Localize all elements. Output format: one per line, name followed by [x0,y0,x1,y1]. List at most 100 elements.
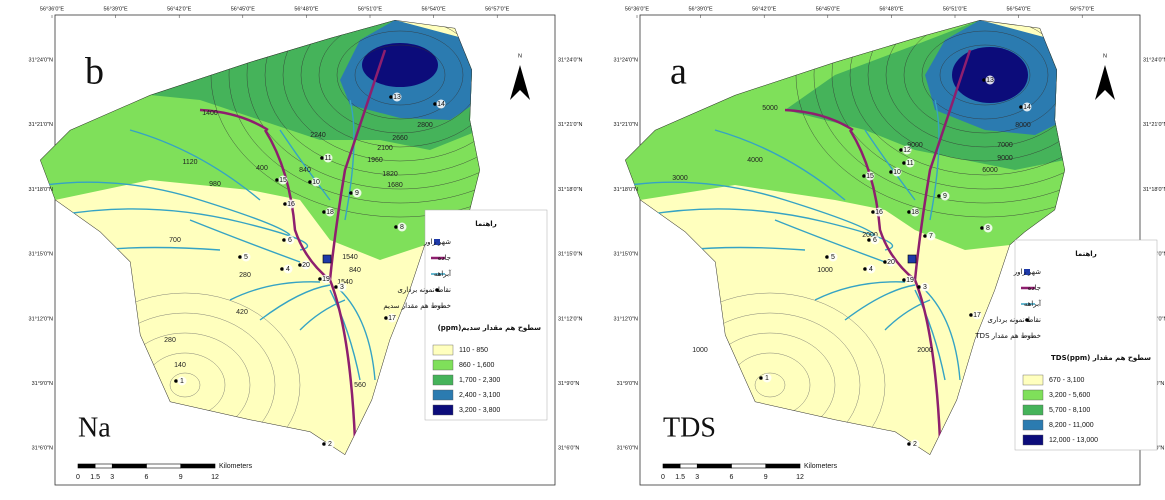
sample-point [322,442,326,446]
contour-label: 1400 [202,110,218,117]
panel-letter: a [670,51,687,93]
legend-class-label: 2,400 - 3,100 [459,392,500,399]
sample-point [863,267,867,271]
legend-class-label: 860 - 1,600 [459,362,495,369]
sample-point-label: 5 [831,254,835,261]
contour-label: 1120 [182,159,197,166]
contour-label: 2240 [310,132,326,139]
x-coord-label: 56°42'0"E [752,6,776,12]
sample-point [759,376,763,380]
legend-title: راهنما [1075,250,1096,258]
legend-class-label: 8,200 - 11,000 [1049,422,1094,429]
legend-item: نقاط نمونه برداری [397,286,451,294]
sample-point-label: 11 [324,155,331,162]
legend-swatch [433,360,453,370]
scale-segment [95,464,112,468]
variable-label: TDS [663,412,716,443]
sample-point-label: 3 [340,284,344,291]
city-marker [323,255,331,263]
y-coord-label: 31°15'0"N [558,252,582,258]
x-coord-label: 56°48'0"E [294,6,318,12]
x-coord-label: 56°51'0"E [358,6,382,12]
x-coord-label: 56°54'0"E [1007,6,1031,12]
contour-label: 1000 [817,267,833,274]
legend-class-label: 12,000 - 13,000 [1049,437,1098,444]
contour-label: 9000 [997,155,1013,162]
contour-label: 1820 [382,171,398,178]
sample-point-label: 1 [765,375,769,382]
sample-point-label: 10 [312,179,320,186]
sample-point [282,238,286,242]
sample-point-label: 17 [388,315,396,322]
legend-class-label: 110 - 850 [459,347,488,354]
sample-point-label: 13 [986,77,994,84]
scale-label: 3 [110,474,114,481]
sample-point-label: 9 [355,190,359,197]
y-coord-label: 31°21'0"N [29,122,53,128]
figure: 56°36'0"E56°39'0"E56°42'0"E56°45'0"E56°4… [0,0,1165,500]
legend-class-label: 3,200 - 5,600 [1049,392,1090,399]
sample-point-label: 12 [903,147,911,154]
y-coord-label: 31°15'0"N [614,252,638,258]
sample-point-label: 2 [328,441,332,448]
y-coord-label: 31°6'0"N [617,446,638,452]
y-coord-label: 31°24'0"N [614,57,638,63]
y-coord-label: 31°21'0"N [1143,122,1165,128]
x-coord-label: 56°51'0"E [943,6,967,12]
x-coord-label: 56°45'0"E [231,6,255,12]
contour-label: 2100 [377,145,393,152]
contour-label: 7000 [997,142,1013,149]
north-label: N [518,53,522,59]
sample-point-label: 3 [923,284,927,291]
x-coord-label: 56°57'0"E [485,6,509,12]
legend-swatch [1023,375,1043,385]
scale-label: 9 [764,474,768,481]
sample-point-label: 14 [1023,104,1031,111]
scale-segment [680,464,697,468]
legend-class-title: سطوح هم مقدار TDS(ppm) [1051,354,1151,362]
scale-label: 6 [145,474,149,481]
city-marker [908,255,916,263]
scale-label: 0 [76,474,80,481]
x-coord-label: 56°45'0"E [816,6,840,12]
legend-swatch [1023,420,1043,430]
scale-unit: Kilometers [219,463,253,470]
scale-label: 3 [695,474,699,481]
sample-point [923,234,927,238]
legend-class-label: 5,700 - 8,100 [1049,407,1090,414]
legend-swatch [1023,405,1043,415]
scale-segment [112,464,146,468]
legend-swatch [433,345,453,355]
contour-label: 2800 [417,122,433,129]
legend-item: آبراهه [434,269,452,278]
zone [952,47,1028,103]
contour-label: 700 [169,237,181,244]
contour-label: 140 [174,362,186,369]
sample-point-label: 1 [180,378,184,385]
x-coord-label: 56°57'0"E [1070,6,1094,12]
sample-point [349,191,353,195]
contour-label: 1680 [387,182,403,189]
y-coord-label: 31°21'0"N [614,122,638,128]
x-coord-label: 56°39'0"E [104,6,128,12]
contour-label: 4000 [747,157,763,164]
sample-point-label: 8 [986,225,990,232]
sample-point [902,161,906,165]
sample-point [937,194,941,198]
y-coord-label: 31°24'0"N [1143,57,1165,63]
contour-label: 2660 [392,135,408,142]
y-coord-label: 31°12'0"N [614,316,638,322]
sample-point-label: 16 [875,209,883,216]
contour-label: 5000 [762,105,778,112]
contour-label: 420 [236,309,248,316]
north-arrow [510,65,530,100]
contour-label: 840 [349,267,361,274]
y-coord-label: 31°24'0"N [29,57,53,63]
sample-point [238,255,242,259]
contour-label: 8000 [1015,122,1031,129]
y-coord-label: 31°9'0"N [617,381,638,387]
sample-point-label: 15 [279,177,287,184]
sample-point-label: 10 [893,169,901,176]
sample-point-label: 20 [887,259,895,266]
legend-swatch [433,405,453,415]
